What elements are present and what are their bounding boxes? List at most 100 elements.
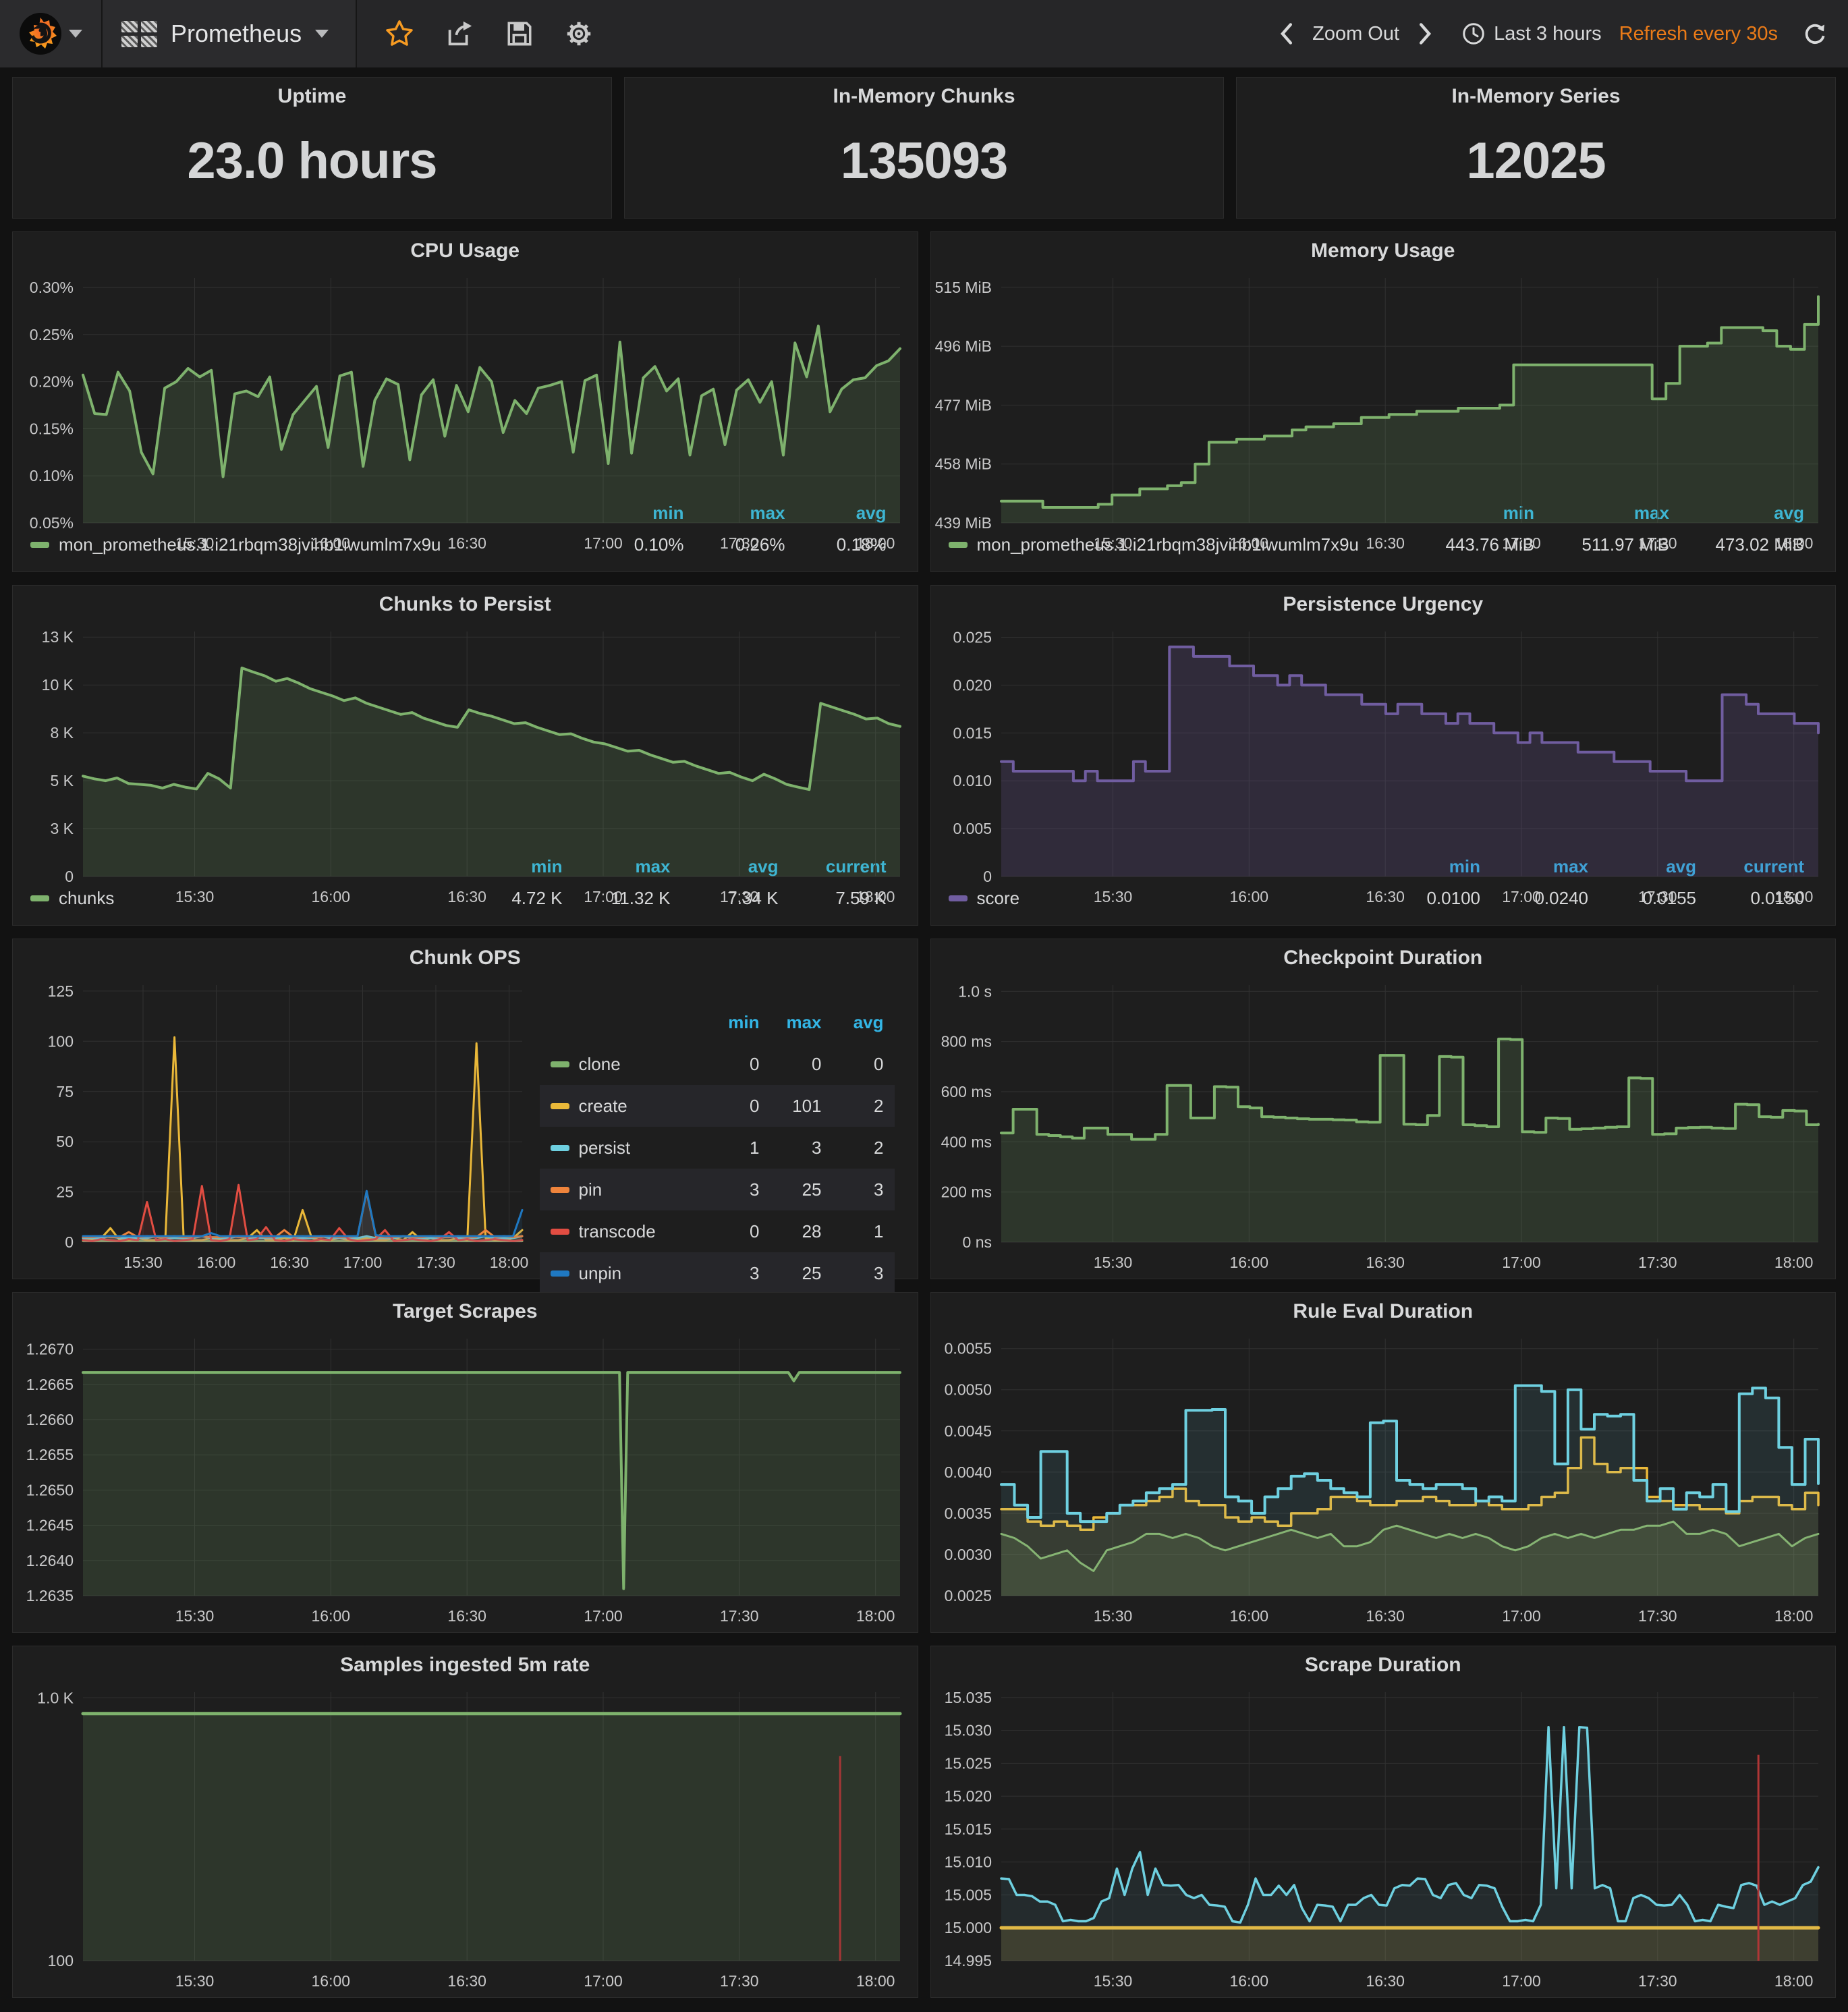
svg-text:18:00: 18:00 <box>856 1972 895 1990</box>
legend-series-toggle[interactable]: persist <box>550 1138 698 1158</box>
svg-text:0.0030: 0.0030 <box>944 1546 991 1563</box>
svg-text:16:00: 16:00 <box>312 1972 351 1990</box>
memory-usage-chart[interactable]: 15:30 16:00 16:30 17:00 17:30 18:00 515 MiB 496… <box>931 267 1836 552</box>
legend-series-toggle[interactable]: mon_prometheus.1.i21rbqm38jvinb1iwumlm7x… <box>30 534 583 555</box>
legend-sort-max[interactable]: max <box>1480 856 1588 877</box>
rule-eval-duration-chart[interactable]: 15:30 16:00 16:30 17:00 17:30 18:00 0.0055 0.00… <box>931 1328 1836 1632</box>
svg-text:515 MiB: 515 MiB <box>934 279 991 296</box>
legend-row: transcode 0 28 1 <box>540 1210 895 1252</box>
zoom-out-left-chevron-icon[interactable] <box>1277 22 1295 45</box>
panel-title[interactable]: Samples ingested 5m rate <box>340 1654 590 1676</box>
series-name: transcode <box>578 1221 656 1241</box>
legend-sort-current[interactable]: current <box>779 856 887 877</box>
refresh-icon[interactable] <box>1802 21 1828 47</box>
panel-title[interactable]: Chunks to Persist <box>379 593 551 615</box>
panel-title[interactable]: Memory Usage <box>1311 240 1455 262</box>
svg-text:0.05%: 0.05% <box>30 514 74 532</box>
svg-text:0.005: 0.005 <box>953 820 992 837</box>
svg-text:16:00: 16:00 <box>312 1607 351 1625</box>
svg-text:1.2670: 1.2670 <box>26 1341 74 1358</box>
legend-series-toggle[interactable]: chunks <box>30 888 455 909</box>
legend-sort-max[interactable]: max <box>684 503 785 524</box>
series-swatch-icon <box>948 895 968 901</box>
legend-sort-current[interactable]: current <box>1696 856 1804 877</box>
grafana-menu-caret-icon <box>69 30 82 38</box>
panel-title[interactable]: In-Memory Series <box>1451 85 1621 107</box>
panel-title[interactable]: In-Memory Chunks <box>833 85 1015 107</box>
grafana-menu-button[interactable] <box>0 0 103 67</box>
panel-title[interactable]: CPU Usage <box>410 240 520 262</box>
save-icon[interactable] <box>505 20 534 48</box>
legend-series-toggle[interactable]: mon_prometheus.1.i21rbqm38jvinb1iwumlm7x… <box>948 534 1400 555</box>
panel-samples-ingested: Samples ingested 5m rate 15:30 16:00 16:30… <box>12 1646 918 1998</box>
legend-sort-max[interactable]: max <box>563 856 670 877</box>
svg-text:477 MiB: 477 MiB <box>934 396 991 414</box>
legend-series-toggle[interactable]: unpin <box>550 1262 698 1284</box>
svg-text:1.0 s: 1.0 s <box>958 982 992 1000</box>
panel-title[interactable]: Target Scrapes <box>392 1300 538 1322</box>
legend-sort-min[interactable]: min <box>1399 503 1534 524</box>
refresh-interval-button[interactable]: Refresh every 30s <box>1619 22 1778 45</box>
svg-text:0.0035: 0.0035 <box>944 1505 991 1522</box>
legend-series-toggle[interactable]: clone <box>550 1054 698 1075</box>
scrape-duration-chart[interactable]: 15:30 16:00 16:30 17:00 17:30 18:00 15.035 15.0… <box>931 1681 1836 1997</box>
target-scrapes-chart[interactable]: 15:30 16:00 16:30 17:00 17:30 18:00 1.2670 1.26… <box>13 1328 918 1632</box>
svg-text:0.25%: 0.25% <box>30 326 74 343</box>
legend-sort-min[interactable]: min <box>1372 856 1480 877</box>
legend-series-toggle[interactable]: create <box>550 1096 698 1117</box>
panel-title[interactable]: Chunk OPS <box>409 947 521 969</box>
legend-sort-avg[interactable]: avg <box>1588 856 1696 877</box>
panel-title[interactable]: Uptime <box>277 85 347 107</box>
svg-text:0.015: 0.015 <box>953 724 992 742</box>
svg-text:17:30: 17:30 <box>1638 1254 1677 1271</box>
svg-text:100: 100 <box>48 1032 74 1050</box>
legend-sort-min[interactable]: min <box>728 1011 760 1032</box>
cpu-usage-chart[interactable]: 15:30 16:00 16:30 17:00 17:30 18:00 0.30% 0.25%… <box>13 267 918 552</box>
panel-title[interactable]: Rule Eval Duration <box>1293 1300 1474 1322</box>
svg-text:15:30: 15:30 <box>1093 1254 1132 1271</box>
legend-value: 0 <box>750 1095 760 1116</box>
series-swatch-icon <box>948 542 968 548</box>
samples-ingested-chart[interactable]: 15:30 16:00 16:30 17:00 17:30 18:00 1.0 K 100 <box>13 1681 918 1997</box>
panel-title[interactable]: Scrape Duration <box>1304 1654 1461 1676</box>
chunks-to-persist-chart[interactable]: 15:30 16:00 16:30 17:00 17:30 18:00 13 K 10 K 8 … <box>13 621 918 905</box>
legend-sort-avg[interactable]: avg <box>671 856 779 877</box>
panel-in-memory-series: In-Memory Series 12025 <box>1236 77 1836 219</box>
share-icon[interactable] <box>445 18 476 49</box>
svg-text:17:00: 17:00 <box>584 534 623 552</box>
legend-value: 0.18% <box>836 534 887 555</box>
legend-sort-max[interactable]: max <box>786 1011 822 1032</box>
series-swatch-icon <box>550 1144 569 1151</box>
legend-sort-avg[interactable]: avg <box>853 1011 884 1032</box>
panel-title[interactable]: Checkpoint Duration <box>1283 947 1483 969</box>
legend-sort-avg[interactable]: avg <box>785 503 887 524</box>
legend-sort-min[interactable]: min <box>583 503 683 524</box>
legend-value: 4.72 K <box>511 888 563 908</box>
legend-value: 0 <box>874 1053 884 1074</box>
zoom-out-right-chevron-icon[interactable] <box>1417 22 1434 45</box>
checkpoint-duration-chart[interactable]: 15:30 16:00 16:30 17:00 17:30 18:00 1.0 s 800 m… <box>931 974 1836 1279</box>
legend-sort-avg[interactable]: avg <box>1669 503 1804 524</box>
legend-series-toggle[interactable]: score <box>948 888 1373 909</box>
legend-sort-max[interactable]: max <box>1534 503 1669 524</box>
legend-value: 0 <box>750 1221 760 1241</box>
chunk-ops-legend: min max avg clone 0 0 0 create 0 101 2 persist 1 3 2 pi… <box>539 974 918 1294</box>
gear-icon[interactable] <box>563 18 594 49</box>
legend-sort-min[interactable]: min <box>455 856 562 877</box>
legend-series-toggle[interactable]: transcode <box>550 1221 698 1242</box>
svg-text:0.10%: 0.10% <box>30 467 74 484</box>
svg-text:125: 125 <box>48 982 74 1000</box>
svg-text:496 MiB: 496 MiB <box>934 337 991 355</box>
dashboard-picker[interactable]: Prometheus <box>103 0 358 67</box>
series-name: unpin <box>578 1262 622 1283</box>
legend-series-toggle[interactable]: pin <box>550 1179 698 1200</box>
chunk-ops-chart[interactable]: 15:30 16:00 16:30 17:00 17:30 18:00 125 100 75 50… <box>13 974 540 1279</box>
svg-text:15:30: 15:30 <box>1093 1972 1132 1990</box>
star-icon[interactable] <box>384 18 415 49</box>
persistence-urgency-chart[interactable]: 15:30 16:00 16:30 17:00 17:30 18:00 0.025 0.020… <box>931 621 1836 905</box>
panel-title[interactable]: Persistence Urgency <box>1283 593 1484 615</box>
series-swatch-icon <box>550 1228 569 1235</box>
zoom-out-button[interactable]: Zoom Out <box>1312 22 1400 45</box>
time-range-picker[interactable]: Last 3 hours <box>1461 22 1602 46</box>
